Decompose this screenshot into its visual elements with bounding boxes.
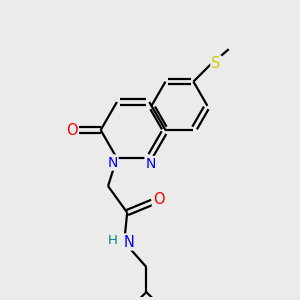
Text: N: N — [107, 155, 118, 170]
Text: N: N — [123, 235, 134, 250]
Text: O: O — [153, 192, 164, 207]
Text: S: S — [212, 56, 221, 71]
Text: O: O — [66, 123, 78, 138]
Text: H: H — [108, 234, 118, 247]
Text: N: N — [146, 157, 156, 171]
